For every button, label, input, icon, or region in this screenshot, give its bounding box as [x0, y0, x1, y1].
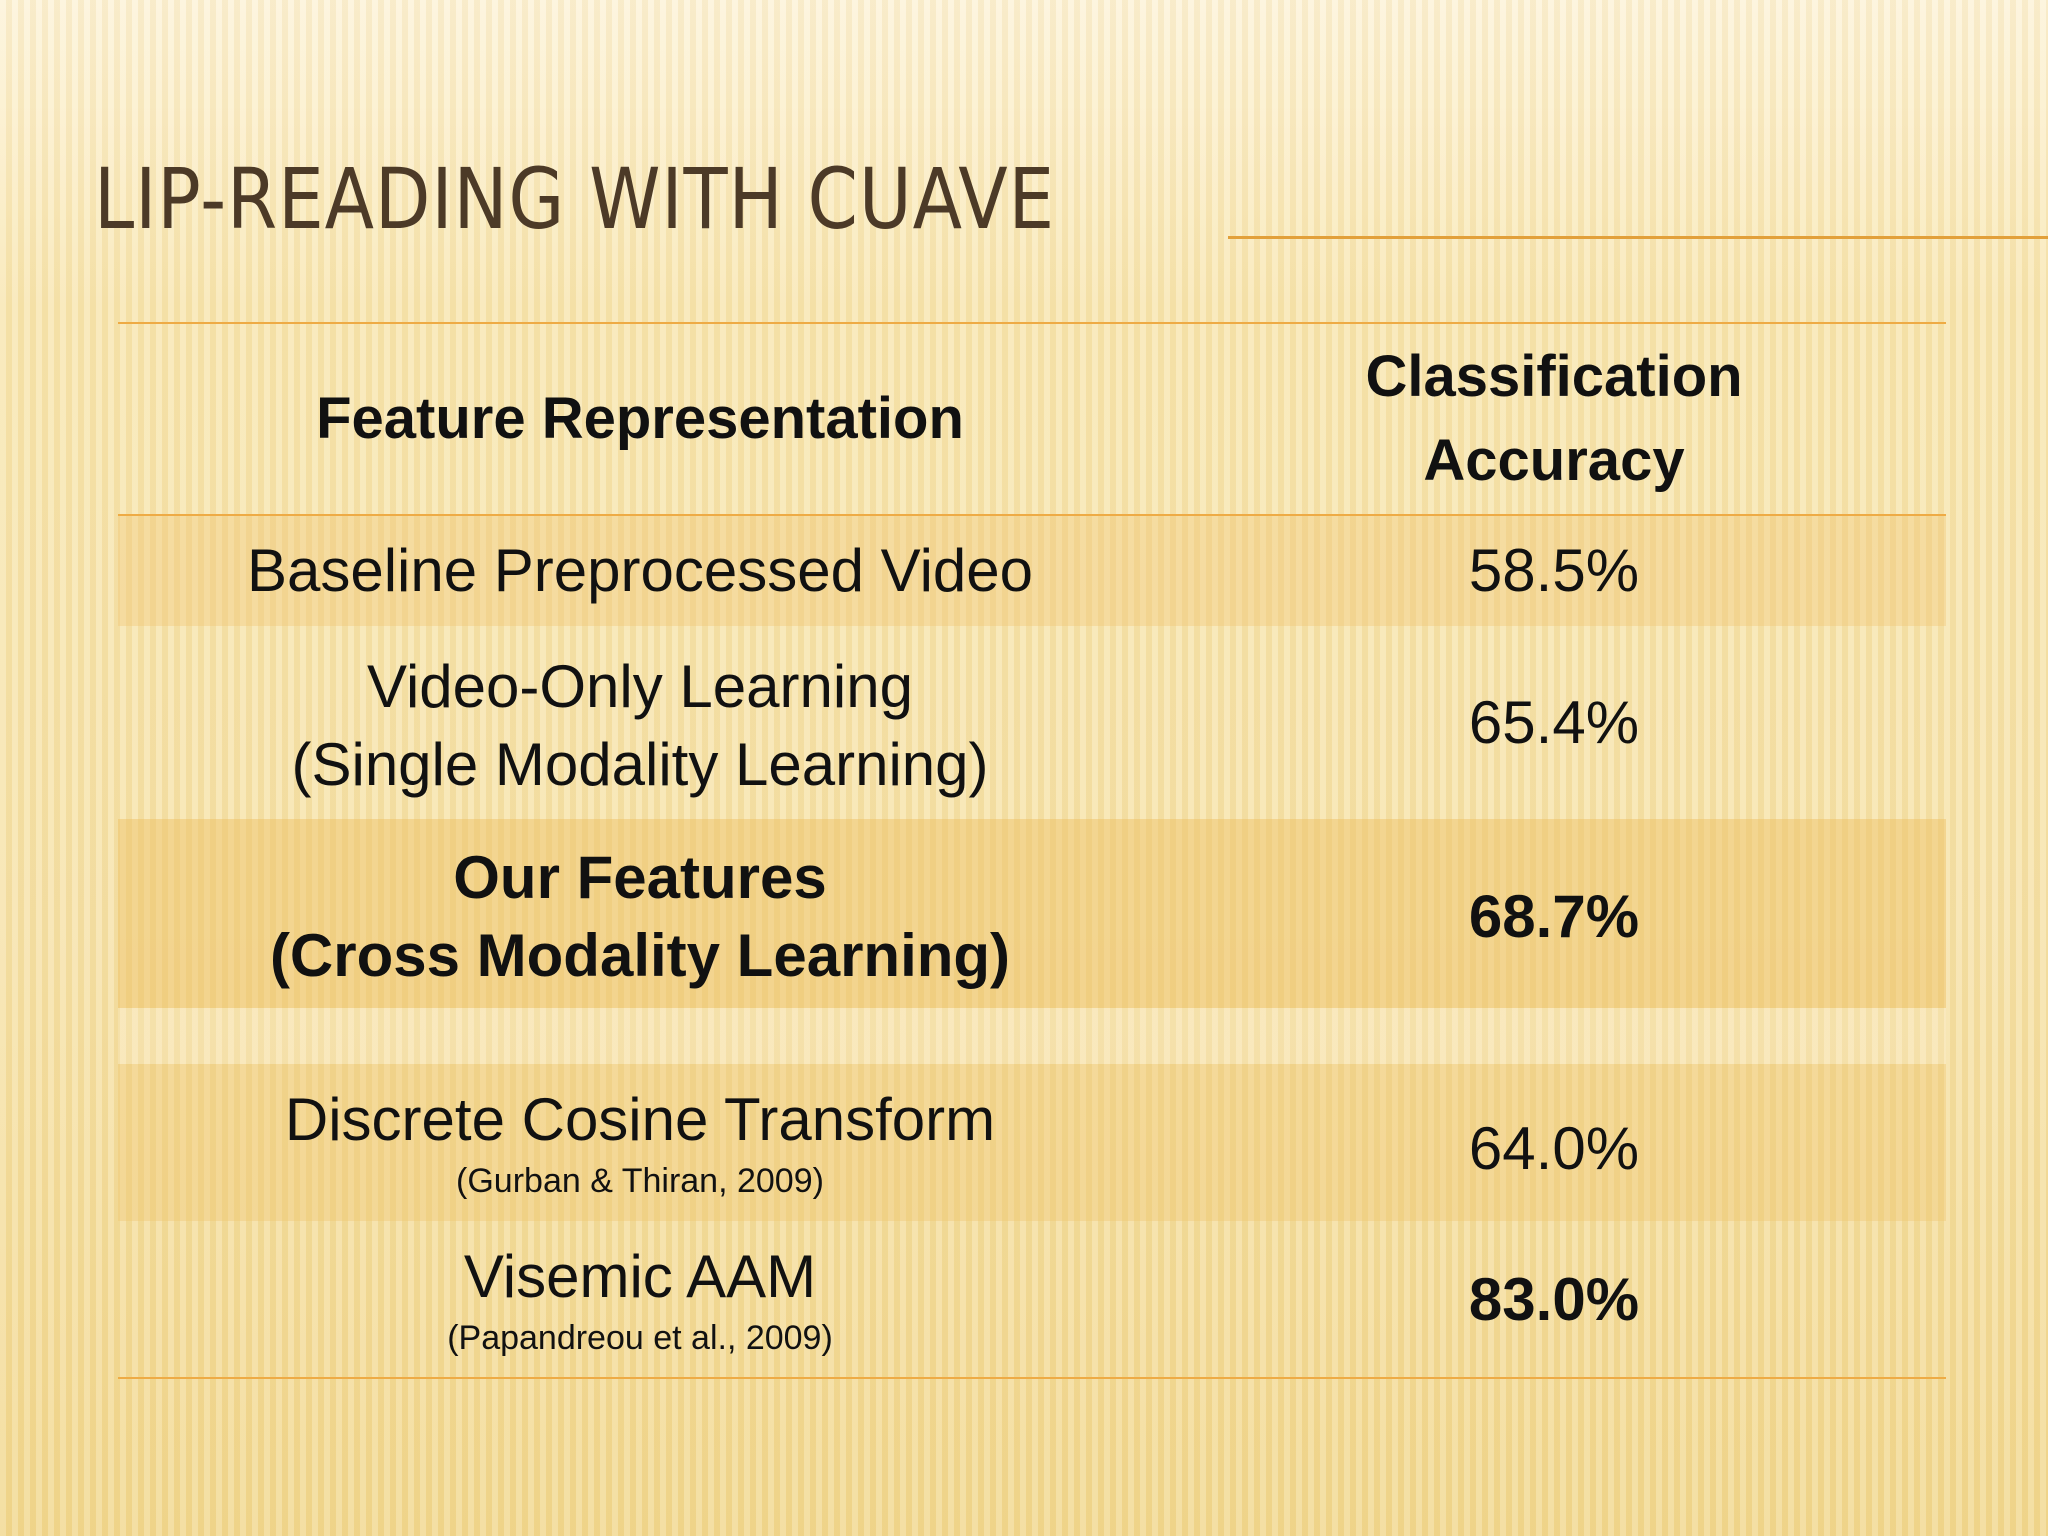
feature-text: Baseline Preprocessed Video — [246, 536, 1034, 604]
slide-title: LIP-READING WITH CUAVE — [94, 150, 1056, 248]
header-text: Classification — [1365, 343, 1743, 409]
feature-cell: Discrete Cosine Transform (Gurban & Thir… — [118, 1064, 1162, 1221]
accuracy-text: 58.5% — [1468, 536, 1640, 604]
accuracy-cell: 68.7% — [1162, 825, 1946, 1008]
accuracy-cell: 58.5% — [1162, 515, 1946, 626]
table-rule — [118, 1377, 1946, 1379]
row-shade — [118, 819, 1946, 1008]
accuracy-cell: 65.4% — [1162, 626, 1946, 819]
column-header: Feature Representation — [118, 324, 1162, 514]
feature-text: Video-Only Learning — [367, 652, 913, 720]
row-shade — [118, 515, 1946, 626]
header-text: Feature Representation — [316, 385, 964, 451]
accuracy-text: 68.7% — [1468, 882, 1640, 950]
feature-text: Discrete Cosine Transform — [284, 1086, 996, 1154]
table-rule — [118, 322, 1946, 324]
feature-text: Visemic AAM — [463, 1243, 817, 1311]
accuracy-text: 65.4% — [1468, 688, 1640, 756]
citation: (Gurban & Thiran, 2009) — [456, 1162, 824, 1201]
table-rule — [118, 514, 1946, 516]
feature-cell: Visemic AAM (Papandreou et al., 2009) — [118, 1221, 1162, 1378]
title-underline — [1228, 236, 2048, 239]
accuracy-cell: 64.0% — [1162, 1070, 1946, 1227]
feature-cell: Baseline Preprocessed Video — [118, 515, 1162, 626]
citation: (Papandreou et al., 2009) — [447, 1319, 833, 1358]
feature-text: Our Features — [453, 843, 827, 911]
feature-text: (Single Modality Learning) — [291, 730, 989, 798]
feature-text: (Cross Modality Learning) — [269, 921, 1011, 989]
accuracy-text: 64.0% — [1468, 1114, 1640, 1182]
feature-cell: Video-Only Learning (Single Modality Lea… — [118, 632, 1162, 819]
accuracy-text: 83.0% — [1468, 1265, 1640, 1333]
feature-cell: Our Features (Cross Modality Learning) — [118, 825, 1162, 1008]
row-shade — [118, 1064, 1946, 1221]
header-text: Accuracy — [1423, 428, 1685, 493]
accuracy-cell: 83.0% — [1162, 1221, 1946, 1378]
row-shade — [118, 1008, 1946, 1064]
column-header: Classification Accuracy — [1162, 324, 1946, 514]
